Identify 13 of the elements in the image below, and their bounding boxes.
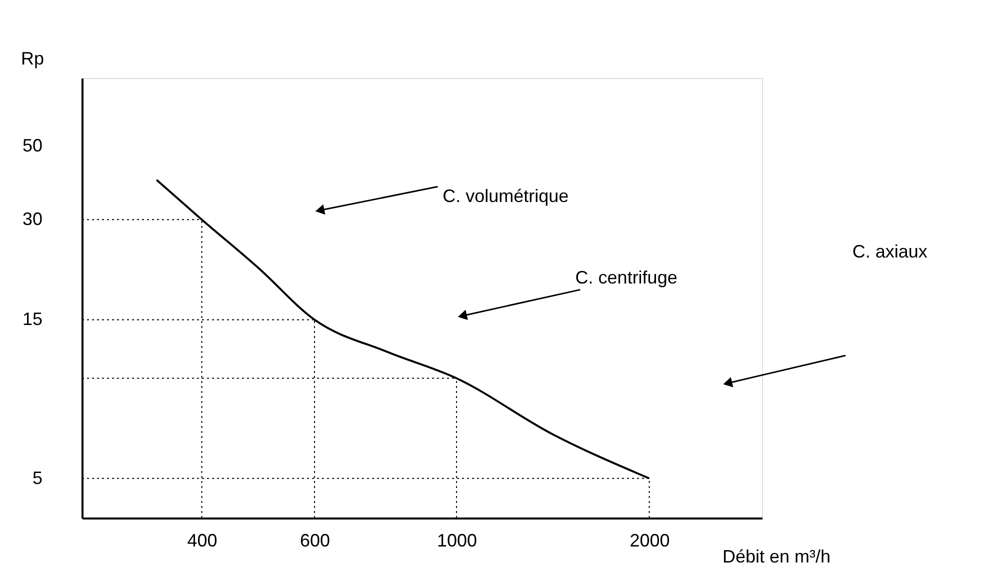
y-tick-label: 15: [22, 309, 42, 330]
x-tick-label: 400: [187, 530, 218, 550]
x-axis-title: Débit en m³/h: [722, 546, 831, 566]
x-tick-label: 2000: [630, 530, 670, 550]
y-axis-title: Rp: [20, 48, 44, 68]
annotation: C. centrifuge: [575, 268, 678, 288]
text: C. axiaux: [852, 241, 928, 262]
x-tick-label: 600: [300, 530, 330, 550]
y-tick-label: 50: [22, 135, 42, 156]
y-tick-label: 5: [32, 468, 42, 488]
annotation: C. volumétrique: [442, 186, 569, 206]
y-tick-label: 30: [22, 209, 42, 230]
x-tick-label: 1000: [437, 530, 478, 550]
